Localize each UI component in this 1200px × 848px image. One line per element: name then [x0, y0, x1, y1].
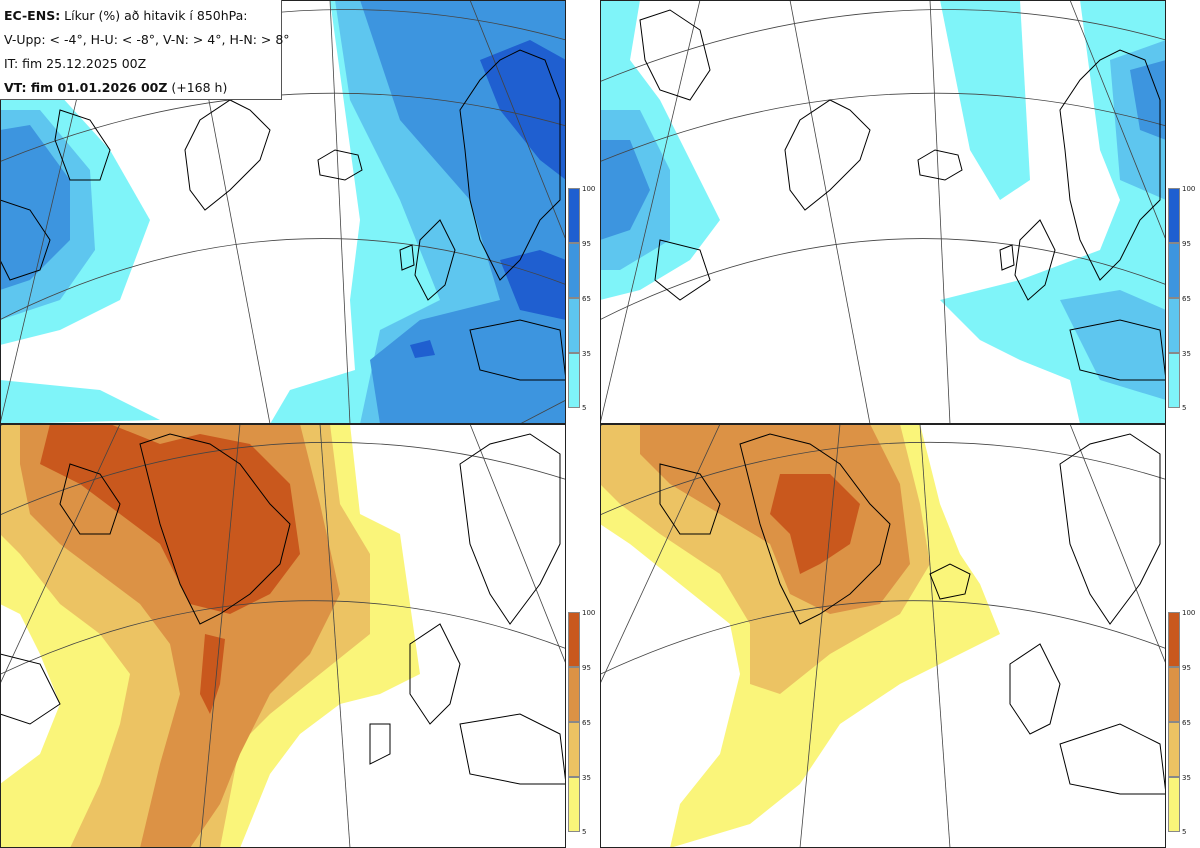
cb-swatch-95-100 [1168, 188, 1180, 243]
panel-cold-8 [600, 0, 1166, 424]
cb-swatch-95-100 [1168, 612, 1180, 667]
cb-swatch-35-65 [1168, 298, 1180, 353]
prob-area-65 [1130, 60, 1166, 140]
init-time: IT: fim 25.12.2025 00Z [4, 56, 147, 71]
cb-swatch-5-35 [568, 777, 580, 832]
map-cold-4 [0, 0, 566, 424]
map-warm-4 [0, 424, 566, 848]
prob-area-95 [200, 634, 225, 714]
cb-label-5: 5 [582, 828, 587, 836]
colorbar-cold-right: 100 95 65 35 5 [1168, 185, 1198, 412]
lead-time: (+168 h) [167, 80, 228, 95]
cb-label-65: 65 [582, 719, 591, 727]
cb-label-100: 100 [1182, 609, 1196, 617]
graticule [600, 424, 1166, 848]
coastlines [0, 49, 566, 381]
cb-label-95: 95 [1182, 240, 1191, 248]
prob-area-65 [600, 140, 650, 240]
panel-warm-8 [600, 424, 1166, 848]
cb-swatch-35-65 [568, 298, 580, 353]
cb-swatch-65-95 [568, 243, 580, 298]
panel-cold-4 [0, 0, 566, 424]
cb-label-5: 5 [1182, 404, 1187, 412]
prob-area-65 [0, 125, 70, 290]
cb-label-35: 35 [582, 774, 591, 782]
valid-time: VT: fim 01.01.2026 00Z [4, 80, 168, 95]
cb-swatch-5-35 [1168, 777, 1180, 832]
cb-label-5: 5 [582, 404, 587, 412]
graticule [0, 424, 566, 848]
cb-label-35: 35 [1182, 350, 1191, 358]
cb-swatch-5-35 [568, 353, 580, 408]
colorbar-warm-right: 100 95 65 35 5 [1168, 609, 1198, 836]
cb-label-100: 100 [1182, 185, 1196, 193]
prob-area-5 [940, 0, 1030, 200]
coastlines [0, 433, 566, 785]
cb-swatch-35-65 [1168, 722, 1180, 777]
prob-area-35 [1060, 290, 1166, 400]
cb-label-65: 65 [582, 295, 591, 303]
cb-swatch-35-65 [568, 722, 580, 777]
cb-label-65: 65 [1182, 719, 1191, 727]
title-line: EC-ENS: Líkur (%) að hitavik í 850hPa: [4, 4, 277, 28]
cb-label-35: 35 [1182, 774, 1191, 782]
cb-label-95: 95 [1182, 664, 1191, 672]
info-box: EC-ENS: Líkur (%) að hitavik í 850hPa: V… [0, 0, 290, 100]
model-name: EC-ENS: [4, 8, 61, 23]
cb-label-95: 95 [582, 240, 591, 248]
cb-label-100: 100 [582, 185, 596, 193]
cb-swatch-65-95 [1168, 667, 1180, 722]
cb-label-5: 5 [1182, 828, 1187, 836]
cb-label-35: 35 [582, 350, 591, 358]
prob-area-5 [0, 380, 160, 424]
valid-time-line: VT: fim 01.01.2026 00Z (+168 h) [4, 76, 277, 100]
map-warm-8 [600, 424, 1166, 848]
colorbar-cold-left: 100 95 65 35 5 [568, 185, 598, 412]
cb-swatch-65-95 [1168, 243, 1180, 298]
map-cold-8 [600, 0, 1166, 424]
product-title: Líkur (%) að hitavik í 850hPa: [60, 8, 248, 23]
legend-line: V-Upp: < -4°, H-U: < -8°, V-N: > 4°, H-N… [4, 32, 290, 47]
cb-swatch-95-100 [568, 612, 580, 667]
cb-label-65: 65 [1182, 295, 1191, 303]
coastlines [659, 433, 1166, 795]
cb-label-100: 100 [582, 609, 596, 617]
cb-swatch-5-35 [1168, 353, 1180, 408]
coastlines [639, 9, 1166, 381]
prob-area-95 [410, 340, 435, 358]
colorbar-warm-left: 100 95 65 35 5 [568, 609, 598, 836]
panel-warm-4 [0, 424, 566, 848]
cb-swatch-65-95 [568, 667, 580, 722]
prob-area-95 [770, 474, 860, 574]
prob-area-95 [40, 424, 300, 614]
cb-swatch-95-100 [568, 188, 580, 243]
prob-area-95 [480, 40, 566, 180]
cb-label-95: 95 [582, 664, 591, 672]
graticule [600, 0, 1166, 424]
